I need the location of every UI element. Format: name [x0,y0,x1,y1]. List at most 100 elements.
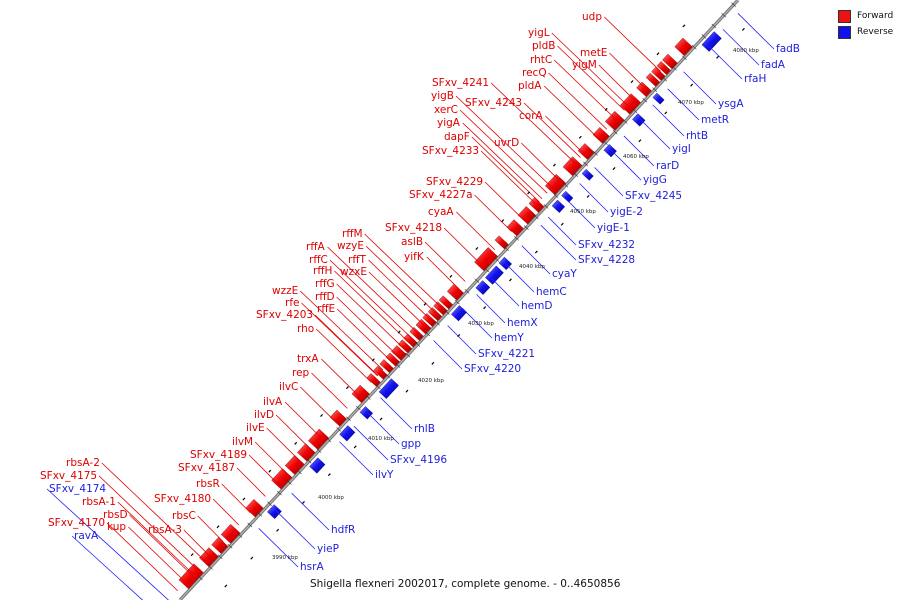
reverse-gene-block[interactable] [603,144,617,158]
gene-label[interactable]: rffM [342,228,363,240]
gene-label[interactable]: yigA [437,117,461,129]
forward-gene-block[interactable] [619,93,641,115]
gene-label[interactable]: hdfR [331,524,355,536]
forward-gene-block[interactable] [662,53,678,70]
gene-label[interactable]: SFxv_4174 [49,483,106,495]
gene-label[interactable]: rho [297,323,314,335]
gene-label[interactable]: metE [580,47,607,59]
gene-label[interactable]: rffH [313,265,332,277]
gene-label[interactable]: rffE [317,303,335,315]
gene-label[interactable]: ilvE [246,422,265,434]
forward-gene-block[interactable] [297,443,316,462]
gene-label[interactable]: ysgA [718,98,744,110]
gene-label[interactable]: cyaY [552,268,577,280]
forward-gene-block[interactable] [178,563,204,590]
gene-label[interactable]: xerC [434,104,458,116]
gene-label[interactable]: SFxv_4203 [256,309,313,321]
gene-label[interactable]: SFxv_4228 [578,254,635,266]
forward-gene-block[interactable] [562,156,583,177]
reverse-gene-block[interactable] [551,199,566,213]
gene-label[interactable]: uvrD [494,137,519,149]
forward-gene-block[interactable] [474,247,498,272]
forward-gene-block[interactable] [385,352,400,367]
gene-label[interactable]: hemC [536,286,567,298]
forward-gene-block[interactable] [545,173,566,196]
gene-label[interactable]: hemD [521,300,552,312]
gene-label[interactable]: rbsC [172,510,196,522]
gene-label[interactable]: wzyE [337,240,364,252]
forward-gene-block[interactable] [308,428,330,450]
gene-label[interactable]: SFxv_4232 [578,239,635,251]
gene-label[interactable]: rbsA-1 [82,496,116,508]
gene-label[interactable]: SFxv_4221 [478,348,535,360]
forward-gene-block[interactable] [506,219,524,237]
reverse-gene-block[interactable] [632,113,646,127]
gene-label[interactable]: hemX [507,317,538,329]
gene-label[interactable]: aslB [401,236,423,248]
reverse-gene-block[interactable] [561,190,574,203]
forward-gene-block[interactable] [438,295,453,310]
gene-label[interactable]: udp [582,11,602,23]
forward-gene-block[interactable] [379,359,394,373]
gene-label[interactable]: SFxv_4187 [178,462,235,474]
forward-gene-block[interactable] [403,333,418,348]
gene-label[interactable]: ilvD [254,409,274,421]
gene-label[interactable]: rhtB [686,130,708,142]
gene-label[interactable]: yigB [431,90,454,102]
gene-label[interactable]: corA [519,110,544,122]
gene-label[interactable]: pldB [532,40,555,52]
gene-label[interactable]: rarD [656,160,679,172]
forward-gene-block[interactable] [245,499,264,518]
forward-gene-block[interactable] [391,345,407,361]
gene-label[interactable]: rhlB [414,423,435,435]
gene-label[interactable]: hemY [494,332,524,344]
gene-label[interactable]: gpp [401,438,421,450]
gene-label[interactable]: ilvY [375,469,394,481]
forward-gene-block[interactable] [409,326,424,341]
gene-label[interactable]: yigE-2 [610,206,643,218]
gene-label[interactable]: yigG [643,174,667,186]
gene-label[interactable]: SFxv_4241 [432,77,489,89]
gene-label[interactable]: hsrA [300,561,324,573]
gene-label[interactable]: ravA [74,530,99,542]
reverse-gene-block[interactable] [652,92,665,105]
gene-label[interactable]: dapF [444,131,470,143]
forward-gene-block[interactable] [271,468,293,490]
forward-gene-block[interactable] [674,37,693,56]
forward-gene-block[interactable] [446,283,464,301]
gene-label[interactable]: rep [292,367,310,379]
forward-gene-block[interactable] [373,365,388,380]
gene-label[interactable]: fadA [761,59,786,71]
forward-gene-block[interactable] [397,339,413,354]
reverse-gene-block[interactable] [267,504,282,520]
gene-label[interactable]: pldA [518,80,542,92]
gene-label[interactable]: ilvM [232,436,253,448]
gene-label[interactable]: SFxv_4170 [48,517,105,529]
gene-label[interactable]: yieP [317,543,339,555]
reverse-gene-block[interactable] [475,280,491,295]
gene-label[interactable]: ilvA [263,396,283,408]
reverse-gene-block[interactable] [309,457,326,474]
gene-label[interactable]: cyaA [428,206,454,218]
reverse-gene-block[interactable] [701,31,722,52]
forward-gene-block[interactable] [645,72,660,87]
gene-label[interactable]: wzzE [272,285,298,297]
gene-label[interactable]: metR [701,114,729,126]
gene-label[interactable]: yigM [572,59,597,71]
gene-label[interactable]: SFxv_4243 [465,97,522,109]
forward-gene-block[interactable] [351,384,370,404]
gene-label[interactable]: SFxv_4175 [40,470,97,482]
gene-label[interactable]: rffA [306,241,326,253]
gene-label[interactable]: recQ [522,67,547,79]
gene-label[interactable]: rbsA-3 [148,524,182,536]
gene-label[interactable]: rbsA-2 [66,457,100,469]
gene-label[interactable]: SFxv_4220 [464,363,521,375]
gene-label[interactable]: rffG [315,278,335,290]
forward-gene-block[interactable] [329,409,347,427]
forward-gene-block[interactable] [211,537,229,554]
gene-label[interactable]: rfe [285,297,299,309]
gene-label[interactable]: SFxv_4233 [422,145,479,157]
reverse-gene-block[interactable] [359,406,374,420]
gene-label[interactable]: rhtC [530,54,552,66]
gene-label[interactable]: yigI [672,143,691,155]
